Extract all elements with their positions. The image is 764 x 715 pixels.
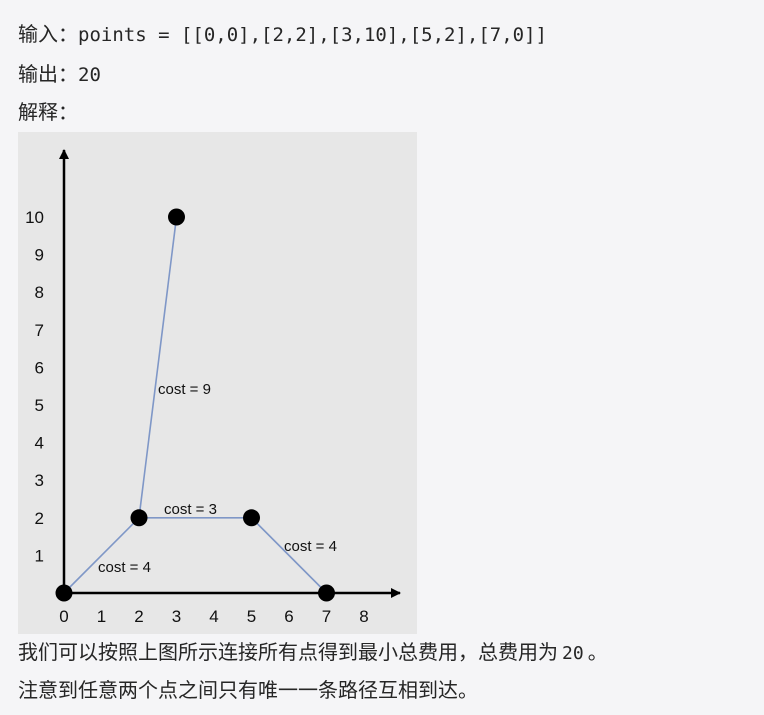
y-tick-label: 5 (35, 396, 44, 415)
edge-cost-label: cost = 3 (164, 501, 217, 518)
explanation-text-suffix: 。 (587, 640, 608, 664)
graph-figure: 0 1 2 3 4 5 6 7 8 1 2 3 4 5 6 7 8 9 10 cost = 4 cost = 9 cost… (18, 132, 417, 634)
y-tick-label: 7 (35, 321, 44, 340)
x-tick-label: 7 (322, 607, 331, 626)
explanation-text-prefix: 我们可以按照上图所示连接所有点得到最小总费用，总费用为 (18, 640, 558, 664)
x-tick-label: 2 (134, 607, 143, 626)
explanation-note: 注意到任意两个点之间只有唯一一条路径互相到达。 (18, 678, 478, 702)
edge-cost-label: cost = 4 (98, 559, 151, 576)
y-tick-label: 1 (35, 546, 44, 565)
input-label: 输入： (18, 22, 78, 46)
edge-cost-label: cost = 9 (158, 381, 211, 398)
graph-point (55, 584, 73, 602)
graph-edge (138, 216, 178, 518)
y-tick-label: 6 (35, 358, 44, 377)
graph-svg: 0 1 2 3 4 5 6 7 8 1 2 3 4 5 6 7 8 9 10 cost = 4 cost = 9 cost… (25, 149, 401, 626)
explanation-text-line-2: 注意到任意两个点之间只有唯一一条路径互相到达。 (18, 676, 478, 704)
y-tick-label: 4 (35, 434, 44, 453)
y-tick-label: 9 (35, 246, 44, 265)
y-tick-label: 2 (35, 509, 44, 528)
graph-point (243, 509, 260, 527)
x-tick-label: 1 (97, 607, 106, 626)
output-value: 20 (78, 64, 101, 86)
x-tick-label: 8 (359, 607, 368, 626)
x-tick-label: 0 (59, 607, 68, 626)
explanation-total-cost: 20 (562, 643, 584, 664)
x-tick-label: 3 (172, 607, 181, 626)
y-tick-label: 3 (35, 471, 44, 490)
x-tick-label: 4 (209, 607, 218, 626)
input-value: points = [[0,0],[2,2],[3,10],[5,2],[7,0]… (78, 24, 547, 46)
explanation-label-line: 解释： (18, 98, 78, 126)
graph-edge (250, 517, 328, 594)
output-label: 输出： (18, 62, 78, 86)
y-tick-label: 10 (25, 208, 44, 227)
graph-point (130, 509, 148, 527)
graph-point (168, 208, 185, 226)
input-line: 输入：points = [[0,0],[2,2],[3,10],[5,2],[7… (18, 20, 547, 49)
x-tick-label: 6 (284, 607, 293, 626)
edge-cost-label: cost = 4 (284, 538, 337, 555)
x-tick-label: 5 (247, 607, 256, 626)
explanation-label: 解释： (18, 100, 78, 124)
y-tick-label: 8 (35, 283, 44, 302)
output-line: 输出：20 (18, 60, 101, 89)
graph-edge (63, 517, 140, 594)
graph-point (318, 584, 335, 602)
explanation-text-line-1: 我们可以按照上图所示连接所有点得到最小总费用，总费用为 20。 (18, 638, 608, 668)
